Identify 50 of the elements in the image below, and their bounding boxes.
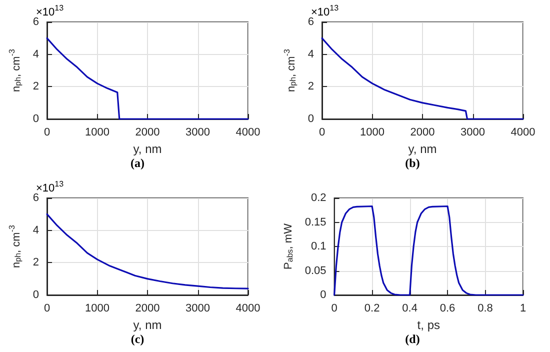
x-tick-label: 4000 bbox=[236, 302, 260, 314]
x-axis-title: t, ps bbox=[417, 318, 440, 332]
y-axis-title: Pabs, mW bbox=[282, 222, 294, 270]
x-tick-label: 2000 bbox=[135, 302, 160, 314]
x-tick-label: 3000 bbox=[186, 126, 210, 138]
y-axis-title: nph, cm-3 bbox=[282, 48, 298, 92]
y-tick-label: 0 bbox=[32, 289, 40, 301]
x-axis-title: y, nm bbox=[133, 318, 162, 332]
y-tick-label: 6 bbox=[308, 16, 314, 28]
y-tick-label: 4 bbox=[308, 48, 314, 60]
x-tick-label: 0.2 bbox=[364, 302, 380, 314]
x-tick-label: 2000 bbox=[410, 126, 435, 138]
x-tick-label: 3000 bbox=[460, 126, 485, 138]
y-tick-label: 2 bbox=[308, 80, 314, 93]
text: (b) bbox=[405, 156, 420, 170]
x-tick-label: 0.4 bbox=[402, 302, 418, 314]
y-tick-label: 0 bbox=[320, 289, 326, 301]
y-tick-label: 2 bbox=[32, 80, 40, 93]
text: (d) bbox=[405, 332, 420, 346]
x-tick-label: 0.6 bbox=[440, 302, 456, 314]
y-axis-title: nph, cm-3 bbox=[8, 224, 22, 268]
x-tick-label: 4000 bbox=[510, 126, 536, 138]
text: (c) bbox=[130, 332, 144, 346]
x-tick-label: 1 bbox=[520, 302, 526, 314]
x-axis-title: y, nm bbox=[408, 142, 437, 156]
x-tick-label: 0.8 bbox=[478, 302, 493, 314]
text: (a) bbox=[130, 156, 145, 170]
x-tick-label: 0 bbox=[44, 302, 50, 314]
y-tick-label: 0 bbox=[32, 113, 40, 125]
x-tick-label: 1000 bbox=[85, 126, 110, 138]
y-axis-title: nph, cm-3 bbox=[8, 48, 22, 92]
x-tick-label: 0 bbox=[331, 302, 338, 314]
y-tick-label: 6 bbox=[32, 192, 40, 204]
y-tick-label: 0.2 bbox=[311, 192, 326, 204]
x-tick-label: 1000 bbox=[85, 302, 110, 314]
x-tick-label: 3000 bbox=[186, 302, 210, 314]
y-tick-label: 2 bbox=[32, 256, 40, 269]
y-tick-label: 0.1 bbox=[311, 240, 326, 252]
x-tick-label: 4000 bbox=[236, 126, 260, 138]
y-tick-label: 4 bbox=[32, 224, 40, 236]
x-tick-label: 1000 bbox=[360, 126, 385, 138]
x-axis-title: y, nm bbox=[133, 142, 162, 156]
x-tick-label: 2000 bbox=[135, 126, 160, 138]
line-series bbox=[46, 213, 249, 290]
y-tick-label: 0.15 bbox=[304, 216, 326, 228]
y-tick-label: 6 bbox=[32, 16, 40, 28]
y-tick-label: 4 bbox=[32, 48, 40, 60]
x-tick-label: 0 bbox=[44, 126, 50, 138]
y-tick-label: 0 bbox=[308, 113, 314, 125]
y-tick-label: 0.05 bbox=[304, 264, 326, 277]
